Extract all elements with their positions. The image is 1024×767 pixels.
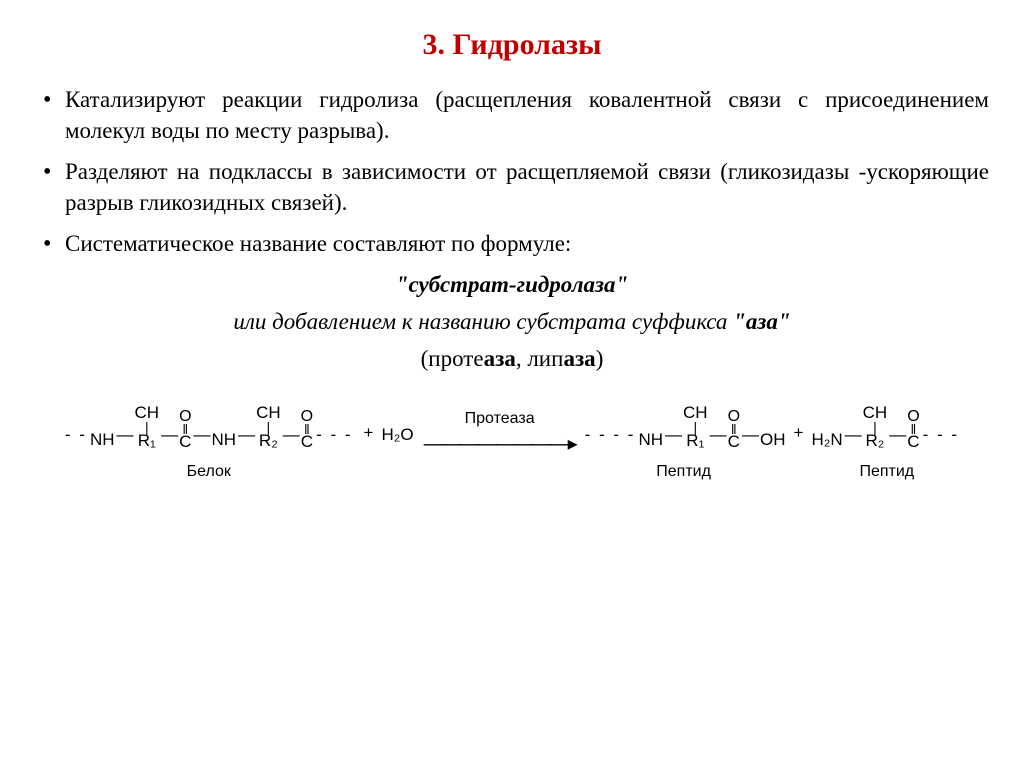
formula-line: "субстрат-гидролаза" xyxy=(35,269,989,300)
bullet-item: Разделяют на подклассы в зависимости от … xyxy=(35,156,989,218)
reaction-arrow: Протеаза ————————▸ xyxy=(418,408,582,459)
examples-line: (протеаза, липаза) xyxy=(35,343,989,374)
plus-sign: + xyxy=(356,422,382,447)
bullet-item: Систематическое название составляют по ф… xyxy=(35,228,989,259)
bullet-list: Катализируют реакции гидролиза (расщепле… xyxy=(35,84,989,259)
reaction-diagram: - - NH — CH |R₁ — O‖C — NH — CH |R₂ — O‖… xyxy=(35,404,989,483)
label-protein: Белок xyxy=(187,461,231,483)
water: H₂O xyxy=(381,424,417,447)
molecule-protein: - - NH — CH |R₁ — O‖C — NH — CH |R₂ — O‖… xyxy=(62,404,356,483)
molecule-peptide-2: H₂N — CH |R₂ — O‖C - - - Пептид xyxy=(811,404,962,483)
plus-sign: + xyxy=(786,422,812,447)
label-peptide: Пептид xyxy=(859,461,914,483)
molecule-peptide-1: - - - - NH — CH |R₁ — O‖C — OH Пептид xyxy=(582,404,786,483)
suffix-line: или добавлением к названию субстрата суф… xyxy=(35,306,989,337)
bullet-item: Катализируют реакции гидролиза (расщепле… xyxy=(35,84,989,146)
label-peptide: Пептид xyxy=(656,461,711,483)
slide-title: 3. Гидролазы xyxy=(35,25,989,66)
